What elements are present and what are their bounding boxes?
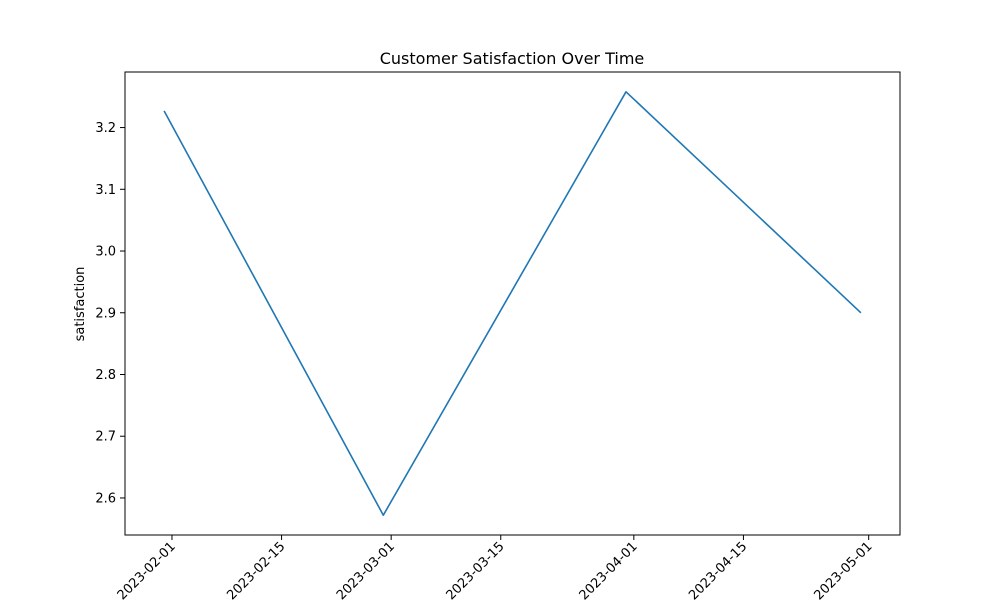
series-line bbox=[163, 91, 862, 517]
y-axis-label: satisfaction bbox=[73, 267, 88, 342]
x-tick-label: 2023-03-15 bbox=[444, 539, 508, 600]
x-tick-label: 2023-04-01 bbox=[577, 539, 641, 600]
y-tick-label: 3.1 bbox=[95, 183, 116, 198]
y-tick-label: 2.9 bbox=[95, 306, 116, 321]
axis-ticks: 2.6 2.7 2.8 2.9 3.0 3.1 3.2 2023-02-01 2023-02-1… bbox=[95, 121, 875, 603]
x-tick-label: 2023-02-15 bbox=[224, 539, 288, 600]
x-tick-label: 2023-04-15 bbox=[686, 539, 750, 600]
y-tick-label: 2.6 bbox=[95, 491, 116, 506]
y-tick-label: 2.8 bbox=[95, 368, 116, 383]
x-tick-label: 2023-05-01 bbox=[811, 539, 875, 600]
x-tick-label: 2023-02-01 bbox=[115, 539, 179, 600]
plot-frame bbox=[124, 71, 901, 536]
series-layer bbox=[163, 91, 862, 517]
y-tick-label: 3.0 bbox=[95, 245, 116, 260]
y-tick-label: 3.2 bbox=[95, 121, 116, 136]
chart-title: Customer Satisfaction Over Time bbox=[380, 49, 645, 68]
x-tick-label: 2023-03-01 bbox=[334, 539, 398, 600]
y-tick-label: 2.7 bbox=[95, 430, 116, 445]
